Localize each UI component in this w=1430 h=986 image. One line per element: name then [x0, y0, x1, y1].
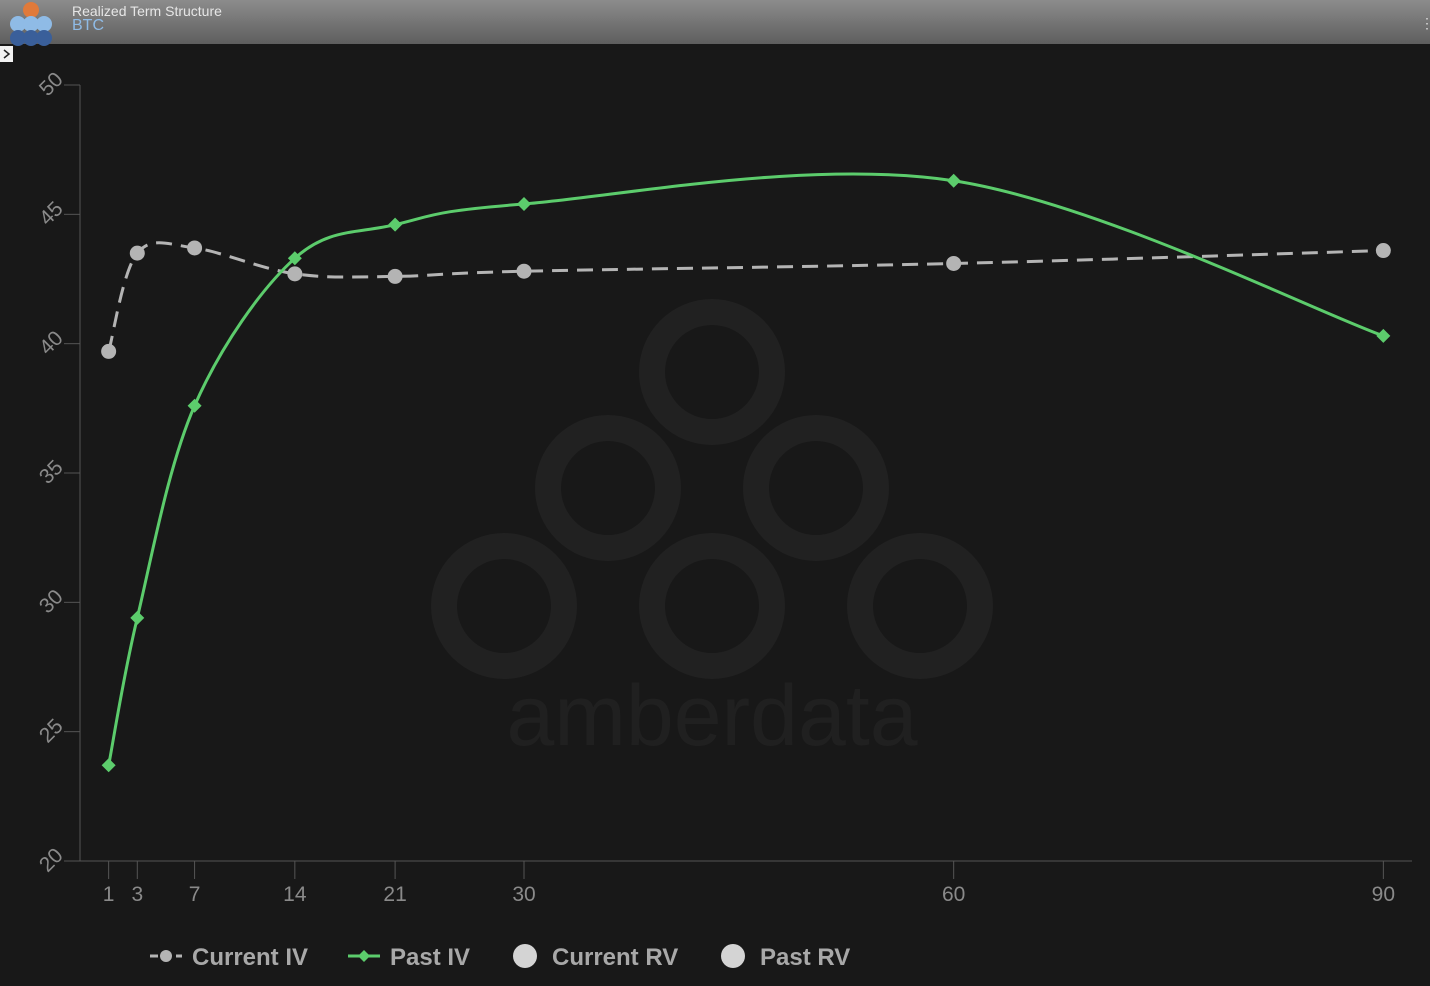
- diamond-marker: [388, 217, 403, 232]
- watermark: amberdata: [506, 668, 917, 764]
- series-line: [107, 241, 1384, 352]
- circle-marker: [160, 950, 172, 962]
- x-tick-label: 14: [283, 883, 307, 906]
- watermark-logo: [431, 299, 993, 679]
- x-tick-label: 60: [942, 883, 965, 906]
- diamond-marker: [287, 251, 302, 266]
- legend-label: Past RV: [760, 944, 850, 971]
- y-tick-label: 40: [35, 327, 68, 360]
- diamond-marker: [187, 398, 202, 413]
- circle-marker: [129, 245, 145, 261]
- y-tick-label: 25: [35, 715, 68, 748]
- legend-item[interactable]: Current RV: [513, 944, 678, 971]
- circle-marker: [287, 266, 303, 282]
- legend-marker: [721, 944, 745, 968]
- x-tick-label: 21: [383, 883, 406, 906]
- x-tick-label: 30: [512, 883, 535, 906]
- circle-marker: [187, 240, 203, 256]
- x-tick-label: 90: [1372, 883, 1395, 906]
- diamond-marker: [130, 610, 145, 625]
- circle-marker: [101, 343, 117, 359]
- header-title: Realized Term Structure: [72, 3, 222, 19]
- diamond-marker: [101, 758, 116, 773]
- x-tick-label: 3: [131, 883, 143, 906]
- expand-icon: [3, 49, 11, 59]
- diamond-marker: [946, 173, 961, 188]
- menu-button[interactable]: ⋮: [1420, 15, 1430, 31]
- y-tick-label: 20: [35, 844, 68, 877]
- x-tick-label: 7: [189, 883, 201, 906]
- y-tick-label: 50: [35, 68, 68, 101]
- legend-item[interactable]: Past RV: [721, 944, 850, 971]
- expand-button[interactable]: [0, 46, 13, 62]
- circle-marker: [1375, 243, 1391, 259]
- legend-label: Current RV: [552, 944, 678, 971]
- legend-label: Current IV: [192, 944, 308, 971]
- legend-label: Past IV: [390, 944, 470, 971]
- circle-marker: [387, 268, 403, 284]
- circle-marker: [516, 263, 532, 279]
- header-bar: [0, 0, 1430, 44]
- legend-item[interactable]: Current IV: [150, 944, 308, 971]
- x-tick-label: 1: [103, 883, 115, 906]
- y-tick-label: 45: [35, 197, 68, 230]
- diamond-marker: [517, 196, 531, 211]
- legend-marker: [513, 944, 537, 968]
- y-tick-label: 35: [35, 456, 68, 489]
- diamond-marker: [1376, 328, 1391, 343]
- y-tick-label: 30: [35, 585, 68, 618]
- header-subtitle: BTC: [72, 17, 104, 34]
- circle-marker: [946, 255, 962, 271]
- logo: [10, 2, 52, 46]
- diamond-marker: [358, 950, 370, 962]
